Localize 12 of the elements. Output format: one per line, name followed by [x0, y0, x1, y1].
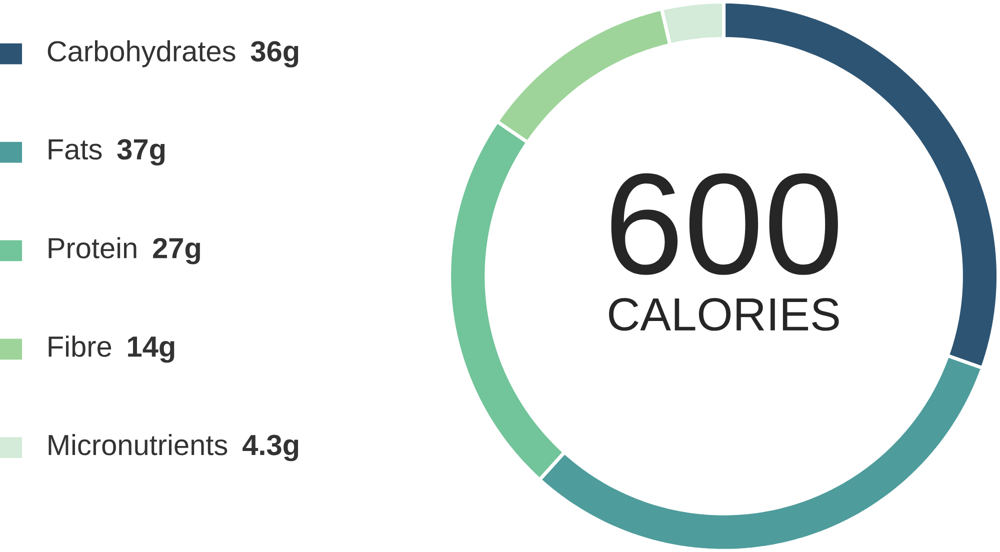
legend-label: Carbohydrates — [48, 40, 236, 68]
legend-label: Fats — [48, 139, 102, 160]
data-label: 37g — [117, 138, 165, 166]
data-label: 14g — [128, 336, 174, 363]
text: 600 — [611, 173, 838, 275]
legend-label: Protein — [48, 236, 136, 258]
data-label: 36g — [250, 40, 298, 68]
data-label: 4.3g — [242, 434, 298, 461]
legend-label: Micronutrients — [48, 434, 228, 456]
text: CALORIES — [609, 298, 839, 331]
legend-label: Fibre — [48, 335, 112, 357]
data-label: 27g — [153, 238, 200, 264]
